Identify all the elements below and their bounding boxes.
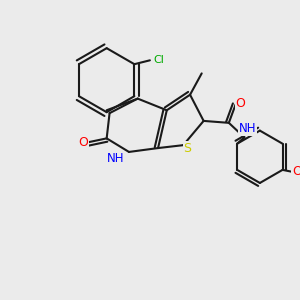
Text: O: O <box>79 136 88 149</box>
Text: O: O <box>292 165 300 178</box>
Text: O: O <box>236 97 245 110</box>
Text: S: S <box>183 142 191 154</box>
Text: NH: NH <box>106 152 124 165</box>
Text: Cl: Cl <box>153 55 164 65</box>
Text: NH: NH <box>238 122 256 135</box>
